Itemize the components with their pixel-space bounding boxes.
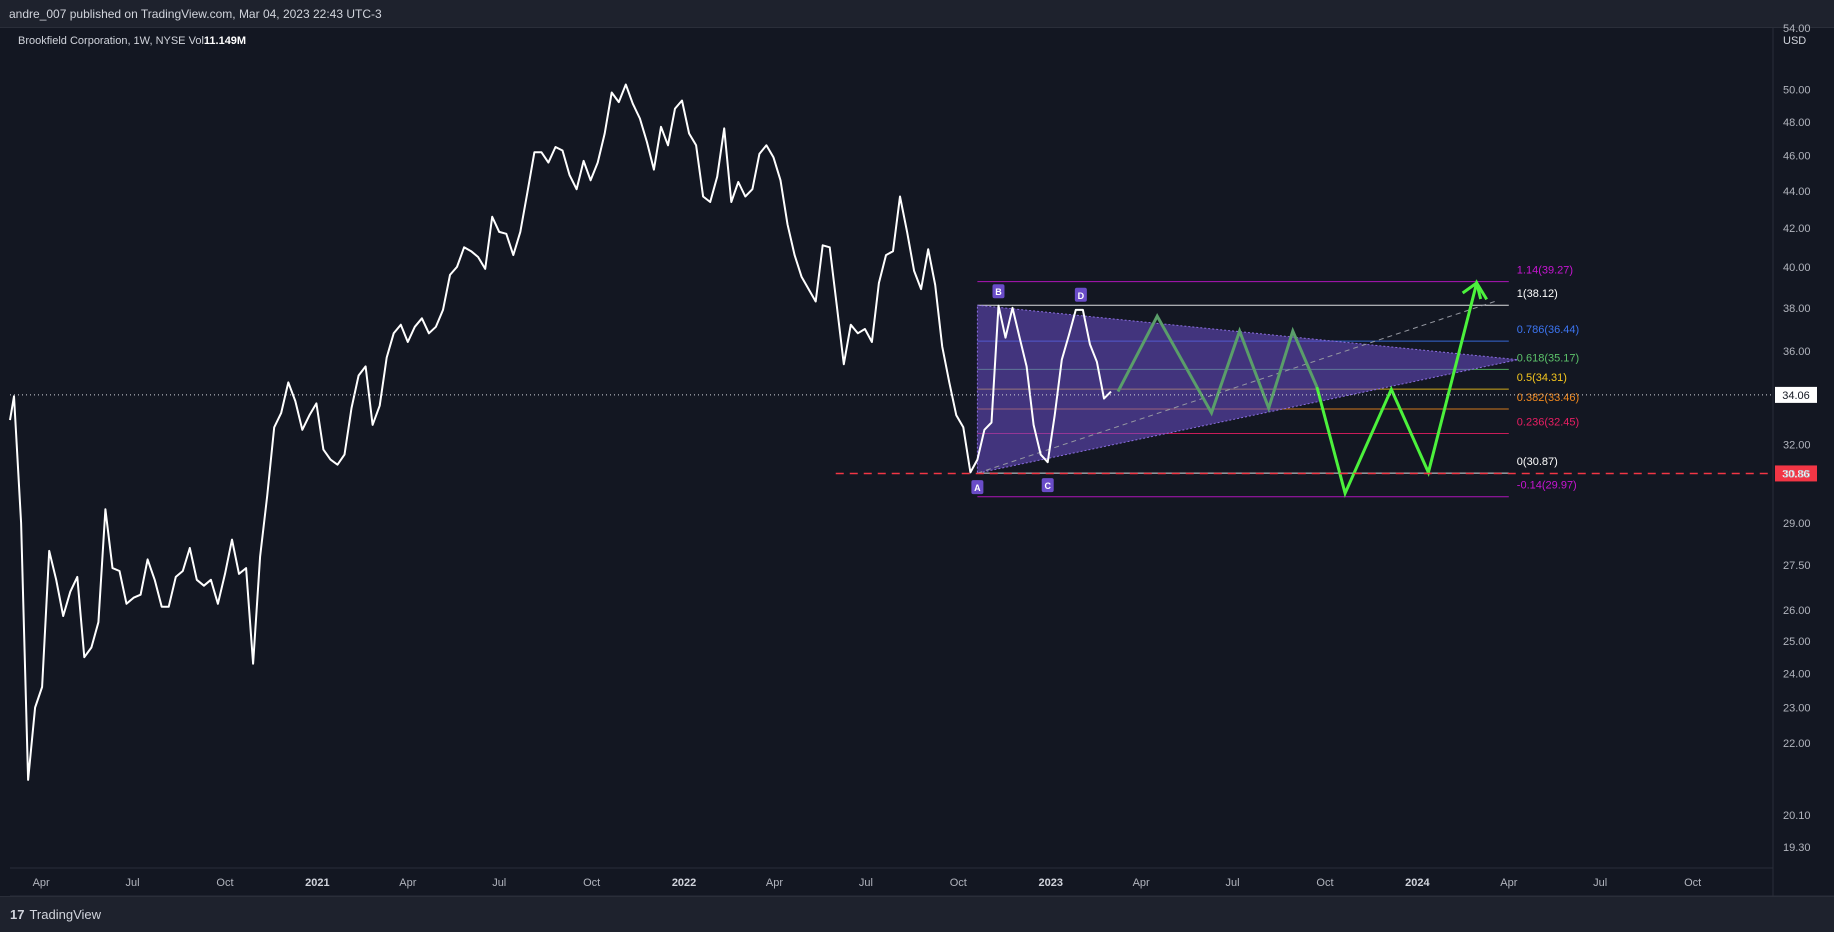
volume-value: 11.149M: [203, 35, 247, 47]
price-tick-label: 20.10: [1783, 810, 1811, 822]
price-tick-label: 48.00: [1783, 117, 1811, 129]
fib-level-label: 1(38.12): [1517, 288, 1558, 300]
price-line: [9, 83, 1112, 781]
price-tick-label: 25.00: [1783, 636, 1811, 648]
price-tick-label: 40.00: [1783, 262, 1811, 274]
pattern-point-label: A: [974, 483, 981, 493]
pattern-point-marker: [992, 284, 1005, 299]
triangle-fill: [976, 304, 1518, 474]
brand-name: TradingView: [29, 907, 102, 922]
time-tick-label: Jul: [492, 877, 506, 889]
triangle-pattern[interactable]: [976, 301, 1518, 474]
price-tick-label: 26.00: [1783, 605, 1811, 617]
pattern-point-marker: [1074, 287, 1087, 302]
price-lines: 34.06 30.86: [10, 386, 1817, 482]
price-tick-label: 46.00: [1783, 151, 1811, 163]
time-tick-label: 2023: [1038, 877, 1062, 889]
price-tick-label: 38.00: [1783, 303, 1811, 315]
pattern-point-label: D: [1078, 291, 1085, 301]
symbol-description: Brookfield Corporation, 1W, NYSE: [18, 35, 186, 47]
time-tick-label: Oct: [216, 877, 233, 889]
time-tick-label: 2024: [1405, 877, 1430, 889]
tradingview-logo[interactable]: 17 TradingView: [10, 907, 101, 922]
time-tick-label: Apr: [1500, 877, 1517, 889]
time-tick-label: Apr: [1133, 877, 1150, 889]
projection-path[interactable]: [1116, 279, 1488, 498]
fib-level-label: 0(30.87): [1517, 456, 1558, 468]
currency-label: USD: [1783, 35, 1806, 47]
tradingview-logo-icon: 17: [10, 907, 25, 922]
fib-level-label: 0.786(36.44): [1517, 324, 1579, 336]
symbol-legend[interactable]: Brookfield Corporation, 1W, NYSE Vol11.1…: [18, 35, 246, 47]
volume-label: Vol: [188, 35, 204, 47]
current-price-label: 30.86: [1782, 468, 1810, 480]
pattern-points: A B C D: [971, 284, 1087, 495]
price-tick-label: 22.00: [1783, 738, 1811, 750]
time-tick-label: Oct: [1684, 877, 1701, 889]
pattern-point-marker: [1041, 478, 1054, 493]
price-tick-label: 29.00: [1783, 518, 1811, 530]
price-tick-label: 19.30: [1783, 842, 1811, 854]
trend-diagonal-line: [977, 301, 1495, 474]
price-tick-label: 36.00: [1783, 346, 1811, 358]
fib-level-label: -0.14(29.97): [1517, 480, 1577, 492]
time-tick-label: Apr: [399, 877, 416, 889]
price-tick-label: 24.00: [1783, 669, 1811, 681]
pattern-point-label: C: [1044, 481, 1051, 491]
price-tick-label: 32.00: [1783, 440, 1811, 452]
time-tick-label: 2022: [672, 877, 696, 889]
fib-level-label: 1.14(39.27): [1517, 265, 1573, 277]
pattern-point-marker: [971, 480, 984, 495]
projection-path-muted: [1116, 313, 1319, 417]
time-tick-label: Jul: [126, 877, 140, 889]
price-tick-label: 54.00: [1783, 23, 1811, 35]
time-tick-label: Oct: [950, 877, 967, 889]
price-tick-label: 27.50: [1783, 560, 1811, 572]
time-tick-label: Apr: [766, 877, 783, 889]
fib-level-label: 0.5(34.31): [1517, 372, 1567, 384]
time-tick-label: Jul: [1593, 877, 1607, 889]
publish-info: andre_007 published on TradingView.com, …: [9, 7, 382, 21]
pattern-point-label: B: [995, 287, 1002, 297]
fib-level-label: 0.236(32.45): [1517, 416, 1579, 428]
time-tick-label: Oct: [1316, 877, 1333, 889]
time-tick-label: Oct: [583, 877, 600, 889]
chart-grid: [10, 28, 1834, 897]
price-tick-label: 30.86: [1783, 468, 1811, 480]
fib-level-label: 0.382(33.46): [1517, 392, 1579, 404]
current-price-badge: [1775, 465, 1817, 482]
footer-bar: 17 TradingView: [0, 896, 1834, 932]
time-axis[interactable]: Apr Jul Oct 2021 Apr Jul Oct 2022 Apr Jul Oct 2023 A…: [33, 877, 1702, 889]
time-tick-label: Jul: [859, 877, 873, 889]
projection-arrow-head: [1461, 280, 1483, 300]
crosshair-price-label: 34.06: [1782, 390, 1810, 402]
price-tick-label: 42.00: [1783, 223, 1811, 235]
price-tick-label: 50.00: [1783, 84, 1811, 96]
price-tick-label: 44.00: [1783, 186, 1811, 198]
time-tick-label: Jul: [1226, 877, 1240, 889]
crosshair-price-badge: [1775, 386, 1817, 403]
price-tick-label: 23.00: [1783, 702, 1811, 714]
publish-header: andre_007 published on TradingView.com, …: [0, 0, 1834, 28]
fib-level-label: 0.618(35.17): [1517, 352, 1579, 364]
time-tick-label: 2021: [305, 877, 329, 889]
price-series: [9, 83, 1112, 781]
time-tick-label: Apr: [33, 877, 50, 889]
